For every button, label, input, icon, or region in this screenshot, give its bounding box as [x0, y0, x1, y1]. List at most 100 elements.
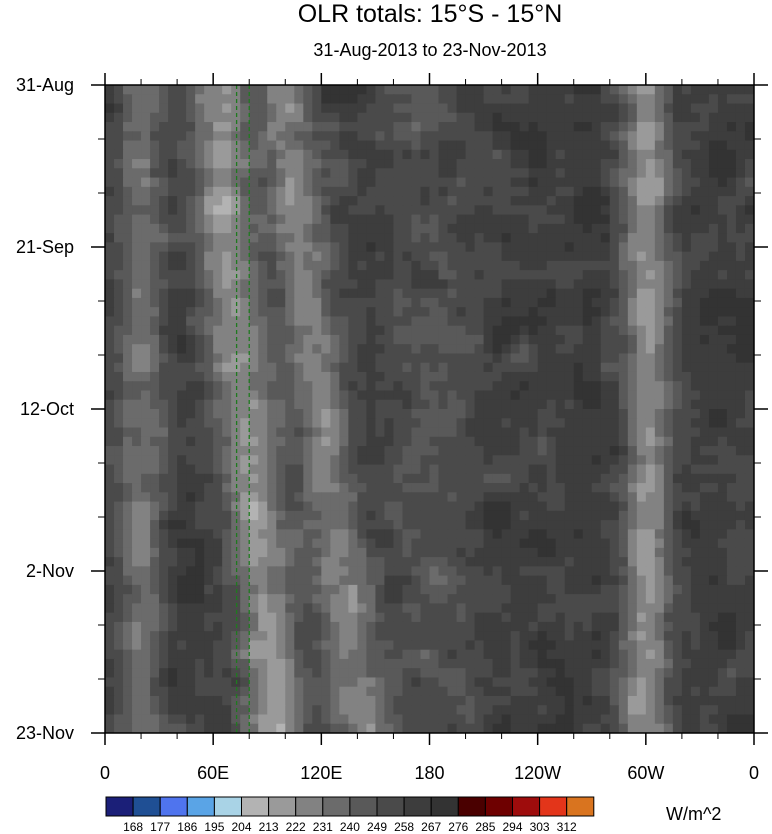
olr-cell	[312, 344, 322, 355]
olr-cell	[411, 603, 422, 614]
olr-cell	[150, 705, 160, 716]
olr-cell	[609, 223, 620, 234]
olr-cell	[573, 455, 584, 466]
olr-cell	[582, 464, 593, 475]
olr-cell	[555, 131, 566, 142]
olr-cell	[177, 603, 187, 614]
olr-cell	[330, 686, 340, 697]
olr-cell	[168, 288, 178, 299]
olr-cell	[303, 288, 313, 299]
olr-cell	[330, 705, 340, 716]
olr-cell	[213, 705, 223, 716]
olr-cell	[384, 196, 395, 206]
olr-cell	[393, 483, 404, 493]
olr-cell	[744, 103, 754, 114]
olr-cell	[456, 131, 467, 142]
olr-cell	[132, 603, 142, 614]
olr-cell	[591, 668, 602, 679]
olr-cell	[492, 418, 503, 429]
olr-cell	[465, 695, 476, 706]
olr-cell	[177, 566, 187, 577]
olr-cell	[204, 288, 214, 299]
olr-cell	[582, 196, 593, 206]
olr-cell	[159, 594, 169, 604]
olr-cell	[339, 409, 349, 419]
olr-cell	[447, 594, 458, 604]
olr-cell	[663, 168, 674, 179]
olr-cell	[492, 297, 503, 308]
olr-cell	[537, 362, 548, 373]
olr-cell	[690, 381, 701, 392]
olr-cell	[294, 575, 304, 586]
olr-cell	[240, 103, 250, 114]
olr-cell	[195, 288, 205, 299]
olr-cell	[627, 409, 638, 419]
olr-cell	[600, 307, 611, 318]
olr-cell	[636, 205, 647, 216]
olr-cell	[708, 566, 719, 577]
olr-cell	[222, 668, 232, 679]
olr-cell	[744, 205, 754, 216]
olr-cell	[213, 409, 223, 419]
olr-cell	[132, 695, 142, 706]
olr-cell	[654, 270, 665, 280]
olr-cell	[438, 464, 449, 475]
olr-cell	[105, 122, 115, 132]
olr-cell	[339, 612, 349, 623]
olr-cell	[132, 233, 142, 243]
olr-cell	[465, 307, 476, 318]
olr-cell	[645, 436, 656, 447]
olr-cell	[573, 260, 584, 271]
olr-cell	[717, 668, 728, 679]
olr-cell	[213, 159, 223, 169]
olr-cell	[384, 177, 395, 188]
olr-cell	[465, 594, 476, 604]
olr-cell	[735, 168, 746, 179]
olr-cell	[465, 575, 476, 586]
olr-cell	[528, 307, 539, 318]
olr-cell	[249, 473, 259, 484]
olr-cell	[114, 223, 124, 234]
olr-cell	[384, 214, 395, 225]
olr-cell	[600, 149, 611, 160]
olr-cell	[186, 538, 196, 549]
olr-cell	[654, 242, 665, 253]
olr-cell	[375, 418, 386, 429]
olr-cell	[348, 686, 358, 697]
olr-cell	[168, 473, 178, 484]
olr-cell	[600, 242, 611, 253]
olr-cell	[501, 409, 512, 419]
olr-cell	[204, 686, 214, 697]
olr-cell	[294, 186, 304, 197]
olr-cell	[357, 427, 367, 438]
olr-cell	[339, 566, 349, 577]
olr-cell	[357, 371, 367, 382]
olr-cell	[357, 510, 367, 521]
olr-cell	[267, 510, 277, 521]
olr-cell	[591, 483, 602, 493]
olr-cell	[636, 297, 647, 308]
olr-cell	[618, 168, 629, 179]
olr-cell	[699, 418, 710, 429]
olr-cell	[213, 621, 223, 632]
olr-cell	[564, 649, 575, 660]
olr-cell	[591, 436, 602, 447]
olr-cell	[609, 612, 620, 623]
olr-cell	[276, 631, 286, 642]
olr-cell	[492, 260, 503, 271]
olr-cell	[402, 455, 413, 466]
olr-cell	[105, 520, 115, 530]
olr-cell	[177, 501, 187, 512]
olr-cell	[528, 85, 539, 95]
olr-cell	[384, 677, 395, 688]
olr-cell	[681, 353, 692, 364]
olr-cell	[123, 547, 133, 558]
olr-cell	[609, 594, 620, 604]
olr-cell	[411, 658, 422, 669]
olr-cell	[465, 520, 476, 530]
olr-cell	[420, 575, 431, 586]
olr-cell	[195, 168, 205, 179]
olr-cell	[402, 371, 413, 382]
olr-cell	[573, 159, 584, 169]
olr-cell	[123, 446, 133, 456]
